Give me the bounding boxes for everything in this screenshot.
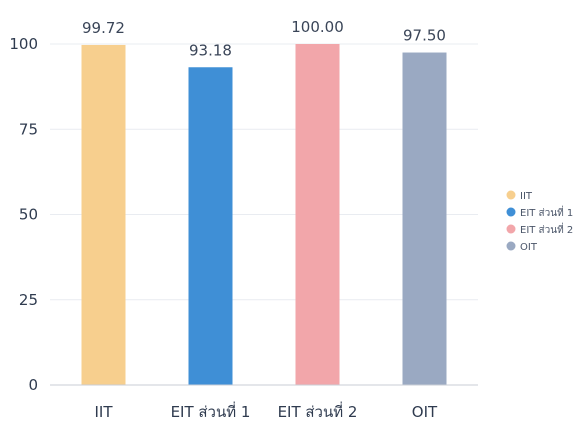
x-tick-label: EIT ส่วนที่ 1 bbox=[171, 401, 251, 421]
legend-label: EIT ส่วนที่ 2 bbox=[520, 222, 573, 236]
legend: IIT EIT ส่วนที่ 1 EIT ส่วนที่ 2 OIT bbox=[506, 190, 573, 253]
bar bbox=[402, 52, 447, 386]
y-axis-ticks: 0 25 50 75 100 bbox=[9, 35, 38, 394]
legend-marker bbox=[506, 224, 516, 234]
y-tick-label: 25 bbox=[19, 291, 38, 309]
legend-marker bbox=[506, 241, 516, 251]
bar bbox=[295, 44, 340, 385]
x-tick-label: OIT bbox=[412, 403, 438, 421]
x-tick-label: EIT ส่วนที่ 2 bbox=[278, 401, 358, 421]
legend-marker bbox=[506, 190, 516, 200]
data-label: 97.50 bbox=[403, 27, 446, 45]
data-label: 99.72 bbox=[82, 19, 125, 37]
data-labels: 99.72 93.18 100.00 97.50 bbox=[82, 18, 446, 59]
legend-marker bbox=[506, 207, 516, 217]
legend-label: IIT bbox=[520, 191, 533, 202]
y-tick-label: 0 bbox=[28, 376, 38, 394]
bars bbox=[81, 44, 447, 386]
x-tick-label: IIT bbox=[94, 403, 113, 421]
legend-label: EIT ส่วนที่ 1 bbox=[520, 205, 573, 219]
y-tick-label: 100 bbox=[9, 35, 38, 53]
data-label: 93.18 bbox=[189, 41, 232, 59]
data-label: 100.00 bbox=[291, 18, 344, 36]
x-axis-labels: IIT EIT ส่วนที่ 1 EIT ส่วนที่ 2 OIT bbox=[94, 401, 438, 421]
bar bbox=[81, 44, 126, 385]
y-tick-label: 75 bbox=[19, 120, 38, 138]
bar bbox=[188, 67, 233, 386]
y-tick-label: 50 bbox=[19, 206, 38, 224]
legend-label: OIT bbox=[520, 242, 538, 253]
